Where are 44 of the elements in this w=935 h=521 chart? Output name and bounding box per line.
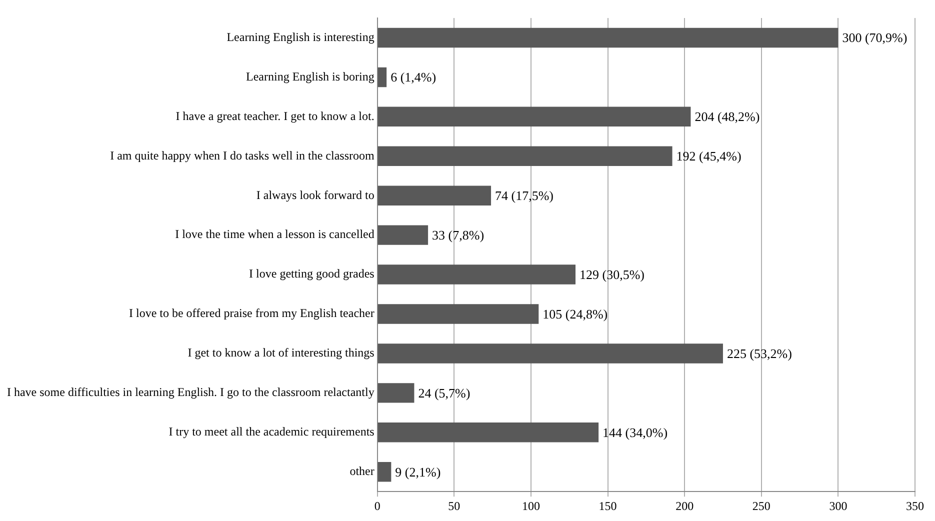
- x-tick-label: 350: [906, 498, 924, 513]
- x-tick-label: 150: [598, 498, 617, 513]
- bar: [378, 146, 672, 166]
- bar: [378, 304, 539, 324]
- y-tick-label: I always look forward to: [256, 188, 374, 202]
- bar: [378, 28, 838, 48]
- y-tick-label: I love to be offered praise from my English teacher: [128, 306, 374, 320]
- x-tick-label: 300: [829, 498, 848, 513]
- x-tick-label: 100: [522, 498, 540, 513]
- data-label: 204 (48,2%): [694, 109, 760, 124]
- y-tick-label: I love getting good grades: [249, 266, 375, 281]
- bar: [378, 186, 492, 206]
- data-label: 6 (1,4%): [390, 70, 436, 85]
- y-tick-label: Learning English is boring: [246, 69, 374, 84]
- data-label: 144 (34,0%): [602, 424, 668, 440]
- data-label: 300 (70,9%): [842, 30, 908, 46]
- bar: [378, 67, 387, 88]
- data-label: 129 (30,5%): [580, 266, 645, 282]
- x-tick-label: 250: [752, 498, 770, 513]
- x-tick-label: 0: [374, 498, 380, 513]
- x-tick-label: 50: [448, 498, 460, 513]
- data-label: 9 (2,1%): [395, 464, 441, 480]
- y-tick-label: I get to know a lot of interesting things: [188, 346, 375, 360]
- bar: [378, 422, 599, 442]
- x-tick-label: 200: [676, 498, 694, 513]
- y-tick-label: I love the time when a lesson is cancelled: [175, 227, 374, 242]
- bar: [378, 462, 392, 482]
- data-label: 225 (53,2%): [726, 346, 792, 361]
- bar: [378, 225, 428, 245]
- y-tick-label: Learning English is interesting: [226, 30, 374, 44]
- y-tick-label: I am quite happy when I do tasks well in the classroom: [110, 148, 376, 162]
- y-tick-label: I try to meet all the academic requirements: [168, 424, 375, 439]
- data-label: 192 (45,4%): [676, 148, 742, 164]
- data-label: 74 (17,5%): [495, 188, 554, 204]
- bar: [378, 344, 723, 364]
- data-label: 24 (5,7%): [418, 385, 470, 400]
- y-tick-label: I have some difficulties in learning English. I go to the classroom relactantly: [6, 385, 374, 400]
- bar: [378, 383, 414, 403]
- y-tick-label: other: [350, 464, 374, 478]
- data-label: 33 (7,8%): [432, 227, 484, 242]
- y-tick-label: I have a great teacher. I get to know a lot.: [176, 108, 374, 123]
- data-label: 105 (24,8%): [542, 306, 608, 322]
- bar: [378, 106, 691, 127]
- bar: [378, 264, 576, 284]
